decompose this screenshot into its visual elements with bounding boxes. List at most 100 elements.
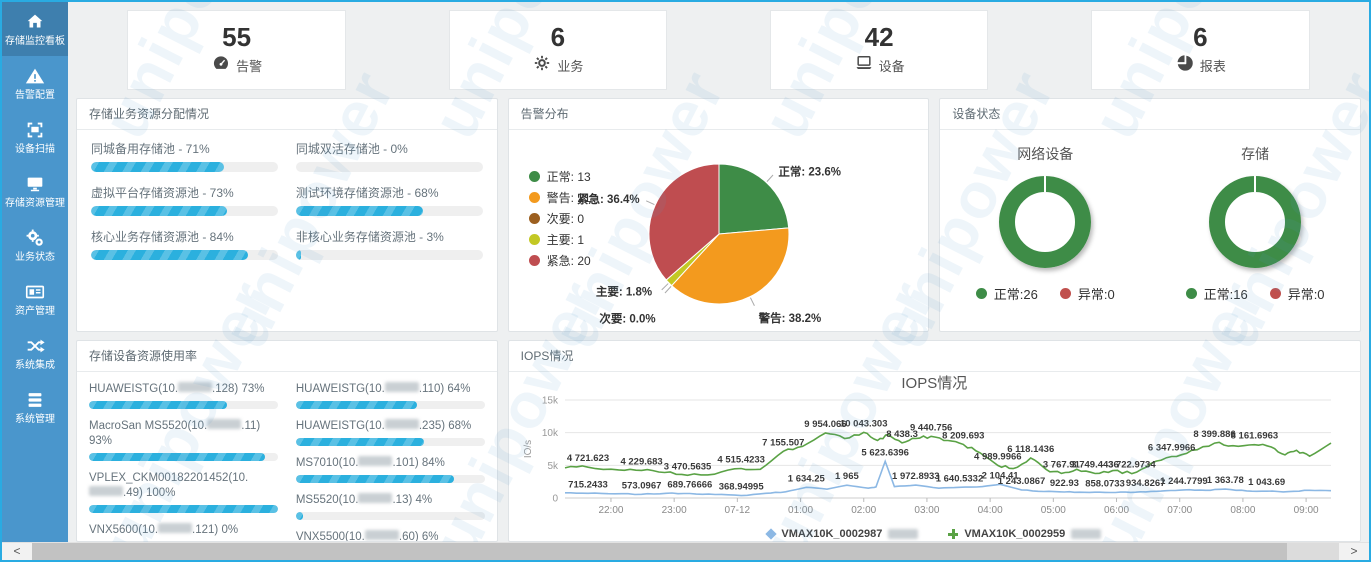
donut-legend-item[interactable]: 异常:0 [1269, 284, 1325, 303]
data-point-label: 3 767.91 [1043, 459, 1081, 470]
svg-text:0: 0 [552, 494, 558, 505]
alarm-count: 55 [222, 21, 252, 52]
legend-label: 主要: 1 [546, 233, 584, 247]
panel-row-bottom: 存储设备资源使用率 HUAWEISTG(10. .128) 73% MacroSan… [76, 340, 1361, 542]
panel-allocation: 存储业务资源分配情况 同城备用存储池 - 71% 虚拟平台存储资源池 - 73% 核… [76, 98, 498, 332]
allocation-bar-fill [295, 206, 423, 216]
y-axis-label: IO/s [523, 440, 534, 458]
data-point-label: 1 634.25 [787, 473, 825, 484]
alarm-legend-item[interactable]: 警告: 21 [528, 189, 591, 206]
x-tick-label: 22:00 [598, 505, 623, 516]
data-point-label: 368.94995 [718, 482, 764, 493]
sidebar-item-business-status[interactable]: 业务状态 [2, 218, 68, 272]
redacted-text [358, 456, 393, 466]
alarm-legend-item[interactable]: 次要: 0 [528, 210, 591, 227]
panel-device-status: 设备状态 网络设备 正常:26 异常:0 存储 正常:16 异常:0 [939, 98, 1361, 332]
diamond-marker-icon [765, 528, 778, 540]
scroll-left-arrow[interactable]: < [2, 543, 32, 560]
sidebar-item-asset-mgmt[interactable]: 资产管理 [2, 272, 68, 326]
device-status-body: 网络设备 正常:26 异常:0 存储 正常:16 异常:0 [940, 130, 1360, 331]
sidebar-item-dashboard[interactable]: 存储监控看板 [2, 2, 68, 56]
sidebar-item-system-mgmt[interactable]: 系统管理 [2, 380, 68, 434]
data-point-label: 3 722.9734 [1108, 460, 1156, 471]
donut-chart[interactable] [999, 176, 1092, 268]
donut-legend-item[interactable]: 异常:0 [1059, 284, 1115, 303]
donut-title: 存储 [1241, 146, 1270, 162]
donut-chart[interactable] [1209, 176, 1302, 268]
x-tick-label: 07-12 [724, 505, 750, 516]
series-line [564, 431, 1332, 477]
service-count: 6 [550, 21, 566, 52]
legend-label: 正常:26 [993, 287, 1038, 302]
sidebar-item-system-integration[interactable]: 系统集成 [2, 326, 68, 380]
legend-label: 正常: 13 [546, 170, 591, 184]
usage-bar: MacroSan MS5520(10. .11) 93% [89, 419, 278, 461]
legend-label: VMAX10K_0002987 [781, 528, 883, 540]
usage-bar-fill [89, 401, 227, 409]
legend-dot [528, 255, 540, 266]
usage-bar-fill [89, 453, 265, 461]
alarm-legend-item[interactable]: 主要: 1 [528, 231, 591, 248]
sidebar-item-alarm-config[interactable]: 告警配置 [2, 56, 68, 110]
panel-alarm-distribution: 告警分布 正常: 13 警告: 21 次要: 0 主要: 1 紧急: 20 正常: 23… [507, 98, 930, 332]
scrollbar-track[interactable] [32, 543, 1339, 560]
scrollbar-thumb[interactable] [32, 543, 1287, 560]
allocation-bar-label: 虚拟平台存储资源池 - 73% [91, 186, 234, 200]
donut-legend-item[interactable]: 正常:16 [1185, 284, 1248, 303]
svg-text:15k: 15k [542, 396, 559, 407]
stat-card-alarms[interactable]: 55 告警 [127, 10, 346, 90]
allocation-bar-label: 同城备用存储池 - 71% [91, 142, 210, 156]
usage-bar-label: VNX5500(10. .60) 6% [295, 530, 439, 541]
sidebar-item-label: 系统管理 [15, 414, 55, 425]
sidebar-item-label: 设备扫描 [15, 144, 55, 155]
stat-label: 业务 [557, 58, 584, 74]
usage-bar-fill [295, 401, 417, 409]
alarm-legend-item[interactable]: 紧急: 20 [528, 252, 591, 269]
stat-card-reports[interactable]: 6 报表 [1091, 10, 1310, 90]
redacted-text [158, 523, 193, 533]
redacted-text [178, 382, 213, 392]
data-point-label: 8 161.6963 [1230, 431, 1278, 442]
iops-legend-item[interactable]: VMAX10K_0002959 [948, 528, 1102, 540]
allocation-bar-fill [91, 250, 248, 260]
horizontal-scrollbar: < > [2, 542, 1369, 560]
donut-legend-item[interactable]: 正常:26 [975, 284, 1038, 303]
data-point-label: 5 623.6396 [861, 447, 909, 458]
pie-slice-警告 [670, 227, 790, 305]
usage-bar-label: MS5520(10. .13) 4% [295, 493, 433, 506]
allocation-bar: 虚拟平台存储资源池 - 73% [91, 186, 278, 216]
data-point-label: 934.8267 [1125, 478, 1165, 489]
iops-legend-item[interactable]: VMAX10K_0002987 [765, 528, 919, 540]
legend-label: 异常:0 [1077, 287, 1115, 302]
alarm-pie-chart[interactable]: 正常: 23.6% 警告: 38.2% 次要: 0.0% 主要: 1.8% 紧急: 36… [509, 130, 927, 330]
usage-col-left: HUAWEISTG(10. .128) 73% MacroSan MS5520(10… [89, 382, 278, 541]
server-list-icon [4, 389, 66, 411]
series-line [564, 458, 1331, 497]
redacted-text [1071, 529, 1102, 539]
report-count: 6 [1193, 21, 1208, 52]
data-point-label: 7 155.507 [762, 437, 804, 448]
usage-bar-track [295, 475, 485, 483]
stat-card-devices[interactable]: 42 设备 [769, 10, 989, 90]
data-point-label: 4 989.9966 [974, 451, 1022, 462]
usage-bar: MS7010(10. .101) 84% [295, 456, 485, 483]
usage-col-right: HUAWEISTG(10. .110) 64% HUAWEISTG(10. .235)… [295, 382, 485, 541]
panel-device-usage: 存储设备资源使用率 HUAWEISTG(10. .128) 73% MacroSan… [76, 340, 498, 542]
sidebar-item-device-scan[interactable]: 设备扫描 [2, 110, 68, 164]
pie-slice-label: 主要: 1.8% [596, 284, 652, 298]
iops-line-chart[interactable]: 0 5k 10k 15k IO/s 22:00 23:00 07-12 01:00 02:00 03… [519, 394, 1341, 520]
data-point-label: 4 229.683 [620, 456, 662, 467]
usage-bar-label: VNX5600(10. .121) 0% [89, 523, 239, 536]
scroll-right-arrow[interactable]: > [1339, 543, 1369, 560]
data-point-label: 6 347.9966 [1148, 443, 1196, 454]
legend-dot [1269, 288, 1281, 299]
stat-card-services[interactable]: 6 业务 [448, 10, 668, 90]
redacted-text [89, 486, 123, 496]
x-tick-label: 05:00 [1040, 505, 1065, 516]
redacted-text [364, 530, 399, 540]
data-point-label: 9 954.066 [804, 419, 846, 430]
allocation-bar-fill [295, 250, 302, 260]
sidebar-item-storage-resource[interactable]: 存储资源管理 [2, 164, 68, 218]
alarm-legend-item[interactable]: 正常: 13 [528, 168, 591, 185]
alarm-pie-legend: 正常: 13 警告: 21 次要: 0 主要: 1 紧急: 20 [528, 168, 591, 273]
